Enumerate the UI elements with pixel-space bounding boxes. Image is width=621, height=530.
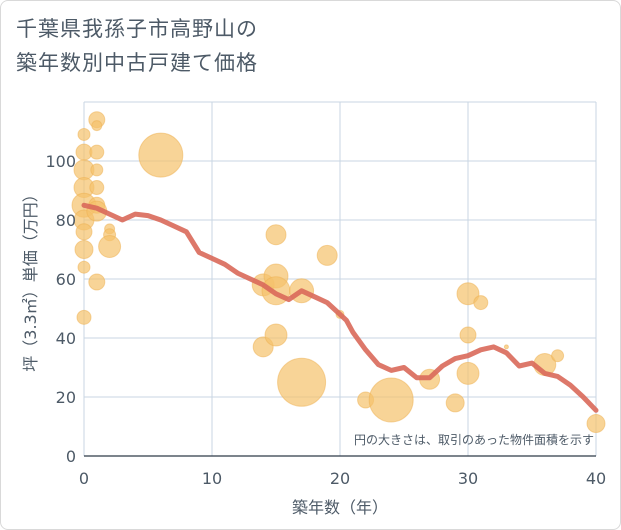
bubble-point	[76, 309, 92, 325]
bubble-point	[138, 132, 184, 178]
trend-line	[81, 202, 599, 413]
bubble-point	[277, 357, 327, 407]
bubble-point	[75, 223, 93, 241]
axis-ticks: 0 10 20 30 40 0 20 40 60 80 100	[45, 152, 606, 488]
x-axis-label: 築年数（年）	[292, 498, 388, 517]
bubble-point	[368, 377, 414, 423]
y-tick-label: 40	[56, 329, 76, 348]
bubble-point	[88, 273, 106, 291]
bubble-point	[264, 323, 288, 347]
bubble-point	[445, 393, 465, 413]
y-axis-label: 坪（3.3㎡）単価（万円）	[21, 186, 40, 371]
bubble-series	[71, 111, 606, 434]
bubble-point	[91, 120, 103, 132]
x-tick-label: 20	[330, 469, 350, 488]
bubble-point	[90, 163, 104, 177]
bubble-point	[89, 144, 105, 160]
x-tick-label: 10	[202, 469, 222, 488]
bubble-point	[316, 244, 338, 266]
trend-series	[81, 202, 599, 413]
size-legend-note: 円の大きさは、取引のあった物件面積を示す	[354, 432, 594, 447]
chart-title-line-2: 築年数別中古戸建て価格	[16, 51, 258, 75]
y-tick-label: 0	[66, 447, 76, 466]
y-tick-label: 100	[45, 152, 76, 171]
bubble-point	[77, 260, 91, 274]
bubble-point	[98, 235, 122, 259]
bubble-point	[586, 414, 606, 434]
y-tick-label: 80	[56, 211, 76, 230]
bubble-point	[503, 344, 509, 350]
chart-title-line-1: 千葉県我孫子市高野山の	[16, 17, 258, 41]
chart-title: 千葉県我孫子市高野山の 築年数別中古戸建て価格	[16, 12, 436, 80]
bubble-point	[74, 240, 94, 259]
y-tick-label: 60	[56, 270, 76, 289]
x-tick-label: 40	[586, 469, 606, 488]
bubble-point	[459, 326, 477, 344]
x-tick-label: 30	[458, 469, 478, 488]
x-tick-label: 0	[79, 469, 89, 488]
bubble-point	[89, 180, 105, 196]
y-tick-label: 20	[56, 388, 76, 407]
bubble-point	[456, 361, 480, 385]
bubble-point	[551, 349, 565, 363]
bubble-point	[456, 282, 480, 306]
bubble-point	[265, 224, 287, 246]
bubble-point	[77, 127, 91, 141]
grid-lines	[83, 101, 597, 457]
bubble-point	[473, 295, 489, 311]
